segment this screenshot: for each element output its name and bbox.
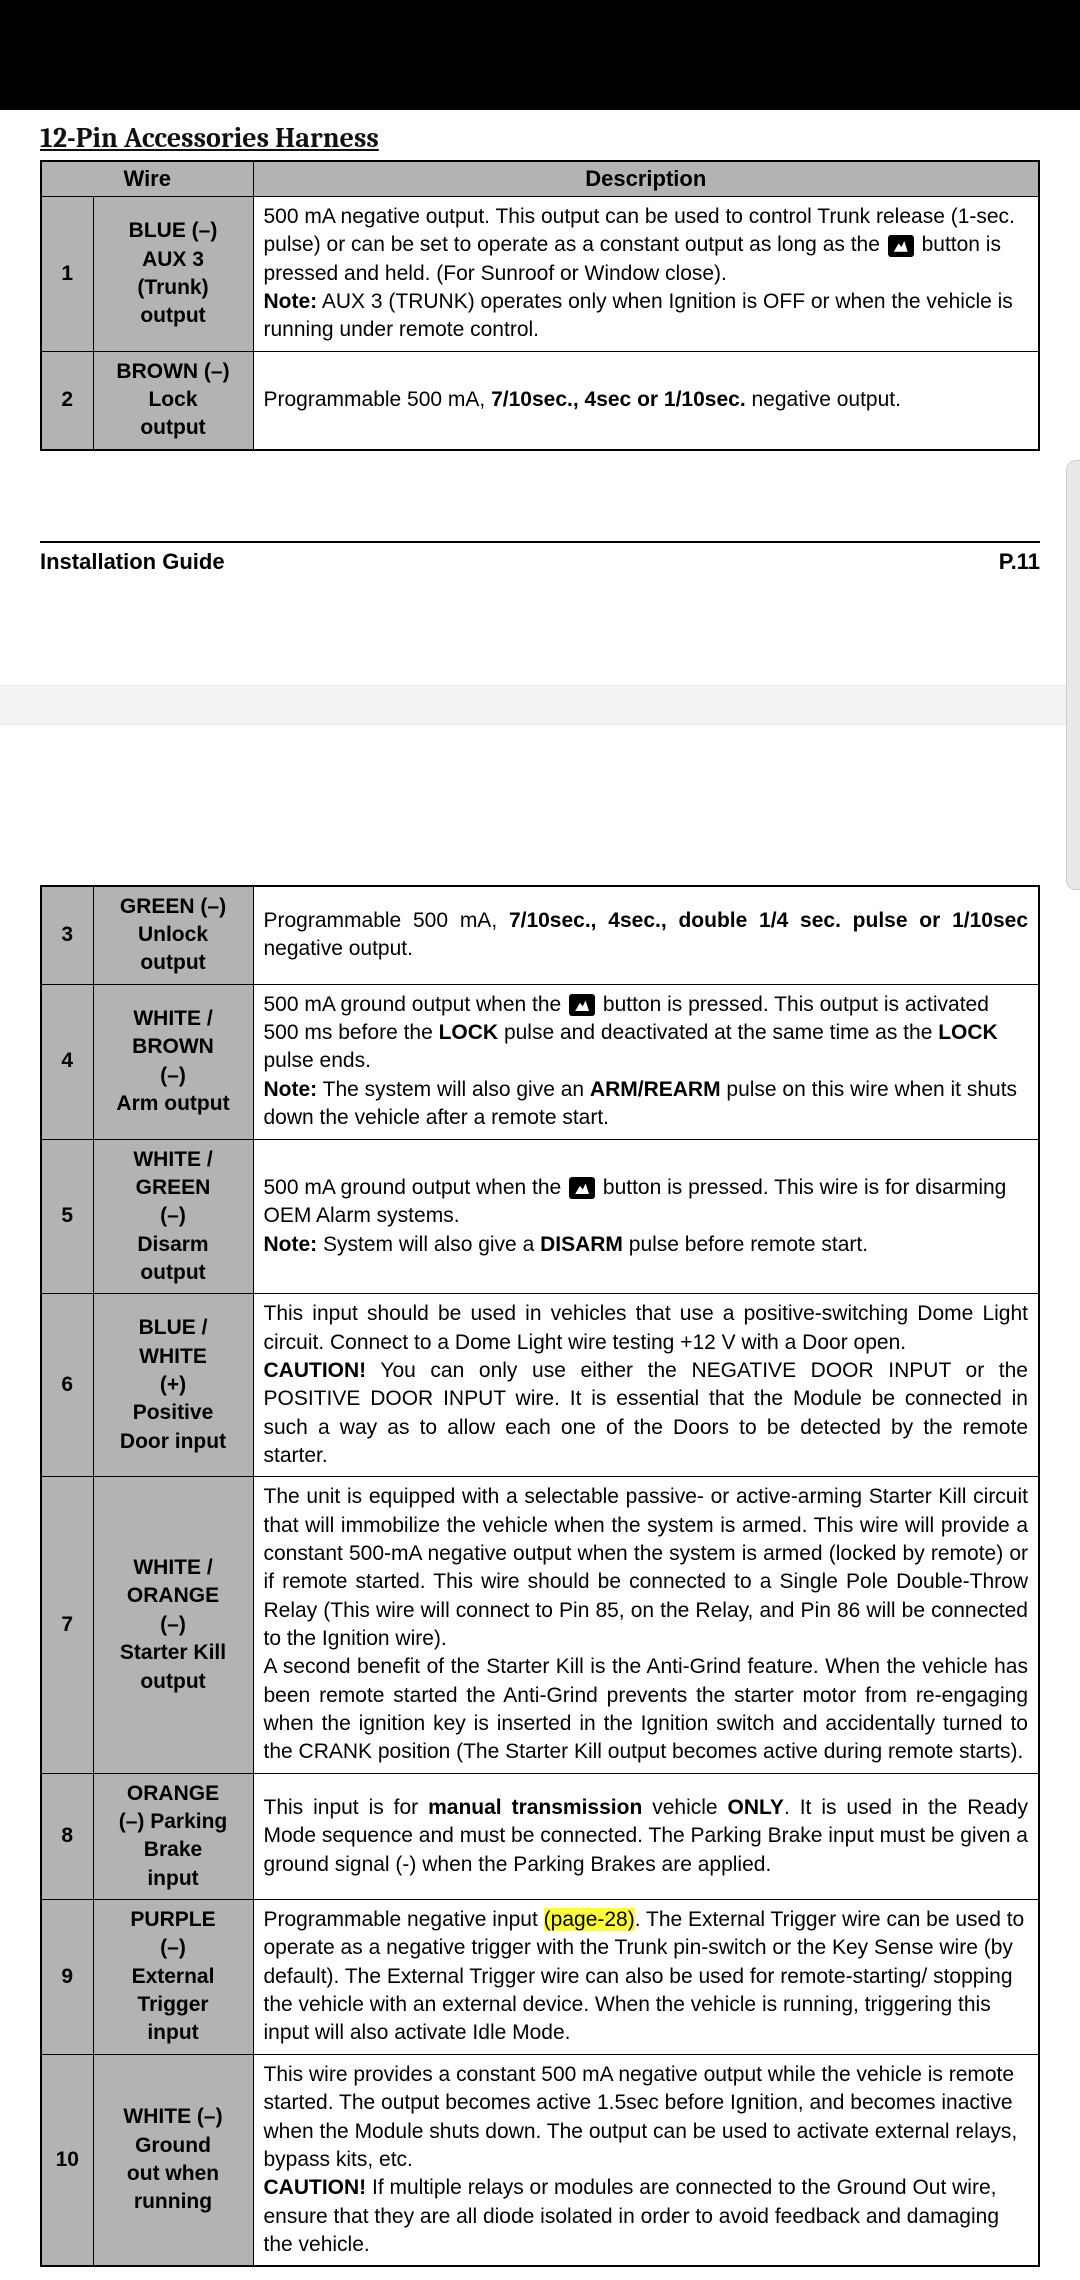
pin-number: 7 (41, 1477, 93, 1773)
pin-number: 2 (41, 351, 93, 450)
caution-text: If multiple relays or modules are connec… (264, 2176, 1000, 2256)
pin-number: 6 (41, 1294, 93, 1477)
wire-label: BLUE / WHITE (+) Positive Door input (93, 1294, 253, 1477)
wire-label: BROWN (–) Lock output (93, 351, 253, 450)
caution-label: CAUTION! (264, 2176, 367, 2199)
table-row: 5 WHITE / GREEN (–) Disarm output 500 mA… (41, 1139, 1039, 1294)
desc-bold: 7/10sec., 4sec or 1/10sec. (491, 388, 746, 411)
harness-table-bottom: 3 GREEN (–) Unlock output Programmable 5… (40, 885, 1040, 2267)
desc-text: The unit is equipped with a selectable p… (264, 1485, 1029, 1650)
section-title: 12-Pin Accessories Harness (40, 122, 1040, 154)
wire-description: This input should be used in vehicles th… (253, 1294, 1039, 1477)
table-row: 2 BROWN (–) Lock output Programmable 500… (41, 351, 1039, 450)
note-label: Note: (264, 1078, 318, 1101)
desc-text: Programmable 500 mA, (264, 909, 509, 932)
header-wire: Wire (41, 161, 253, 197)
desc-bold: 7/10sec., 4sec., double 1/4 sec. pulse o… (509, 909, 1028, 932)
table-row: 6 BLUE / WHITE (+) Positive Door input T… (41, 1294, 1039, 1477)
note-text: System will also give a (317, 1233, 540, 1256)
desc-text: 500 mA ground output when the (264, 993, 568, 1016)
wire-label: ORANGE (–) Parking Brake input (93, 1773, 253, 1899)
wire-description: 500 mA ground output when the button is … (253, 984, 1039, 1139)
table-row: 3 GREEN (–) Unlock output Programmable 5… (41, 886, 1039, 985)
pin-number: 3 (41, 886, 93, 985)
page-edge-tab[interactable] (1066, 460, 1080, 890)
table-header-row: Wire Description (41, 161, 1039, 197)
wire-label: PURPLE (–) External Trigger input (93, 1900, 253, 2055)
pin-number: 4 (41, 984, 93, 1139)
page-11-top: 12-Pin Accessories Harness Wire Descript… (0, 110, 1080, 461)
header-description: Description (253, 161, 1039, 197)
desc-bold: LOCK (439, 1021, 499, 1044)
table-row: 1 BLUE (–) AUX 3 (Trunk) output 500 mA n… (41, 197, 1039, 352)
page-divider-band (0, 685, 1080, 725)
desc-text: This input is for (264, 1796, 429, 1819)
desc-bold: manual transmission (428, 1796, 642, 1819)
remote-button-icon (569, 994, 595, 1016)
wire-description: The unit is equipped with a selectable p… (253, 1477, 1039, 1773)
harness-table-top: Wire Description 1 BLUE (–) AUX 3 (Trunk… (40, 160, 1040, 451)
page-footer: Installation Guide P.11 (40, 541, 1040, 575)
pin-number: 5 (41, 1139, 93, 1294)
pin-number: 10 (41, 2054, 93, 2266)
pin-number: 9 (41, 1900, 93, 2055)
pin-number: 1 (41, 197, 93, 352)
desc-text: pulse and deactivated at the same time a… (498, 1021, 938, 1044)
page-gap (0, 725, 1080, 885)
remote-button-icon (569, 1177, 595, 1199)
wire-description: Programmable negative input (page-28). T… (253, 1900, 1039, 2055)
desc-bold: ONLY (728, 1796, 784, 1819)
caution-label: CAUTION! (264, 1359, 367, 1382)
desc-text: This wire provides a constant 500 mA neg… (264, 2063, 1018, 2171)
remote-button-icon (888, 235, 914, 257)
footer-right: P.11 (999, 549, 1040, 575)
wire-description: Programmable 500 mA, 7/10sec., 4sec or 1… (253, 351, 1039, 450)
wire-label: WHITE / ORANGE (–) Starter Kill output (93, 1477, 253, 1773)
desc-text: vehicle (642, 1796, 727, 1819)
desc-bold: LOCK (938, 1021, 998, 1044)
table-row: 7 WHITE / ORANGE (–) Starter Kill output… (41, 1477, 1039, 1773)
device-status-bar (0, 0, 1080, 110)
desc-text: Programmable negative input (264, 1908, 544, 1931)
wire-label: WHITE / BROWN (–) Arm output (93, 984, 253, 1139)
wire-label: WHITE (–) Ground out when running (93, 2054, 253, 2266)
wire-label: BLUE (–) AUX 3 (Trunk) output (93, 197, 253, 352)
desc-text: A second benefit of the Starter Kill is … (264, 1655, 1029, 1763)
caution-text: You can only use either the NEGATIVE DOO… (264, 1359, 1029, 1467)
note-text: The system will also give an (317, 1078, 590, 1101)
note-label: Note: (264, 290, 318, 313)
table-row: 8 ORANGE (–) Parking Brake input This in… (41, 1773, 1039, 1899)
desc-text: Programmable 500 mA, (264, 388, 492, 411)
desc-text: This input should be used in vehicles th… (264, 1302, 1029, 1353)
desc-text: negative output. (746, 388, 901, 411)
desc-text: pulse ends. (264, 1049, 371, 1072)
wire-description: 500 mA ground output when the button is … (253, 1139, 1039, 1294)
table-row: 10 WHITE (–) Ground out when running Thi… (41, 2054, 1039, 2266)
wire-description: This input is for manual transmission ve… (253, 1773, 1039, 1899)
note-text: AUX 3 (TRUNK) operates only when Ignitio… (264, 290, 1013, 341)
wire-description: Programmable 500 mA, 7/10sec., 4sec., do… (253, 886, 1039, 985)
highlighted-text: (page-28) (544, 1908, 635, 1931)
wire-description: 500 mA negative output. This output can … (253, 197, 1039, 352)
table-row: 9 PURPLE (–) External Trigger input Prog… (41, 1900, 1039, 2055)
note-label: Note: (264, 1233, 318, 1256)
footer-left: Installation Guide (40, 549, 225, 575)
note-text: pulse before remote start. (623, 1233, 868, 1256)
pin-number: 8 (41, 1773, 93, 1899)
desc-text: 500 mA ground output when the (264, 1176, 568, 1199)
wire-label: GREEN (–) Unlock output (93, 886, 253, 985)
desc-bold: ARM/REARM (590, 1078, 721, 1101)
wire-label: WHITE / GREEN (–) Disarm output (93, 1139, 253, 1294)
table-row: 4 WHITE / BROWN (–) Arm output 500 mA gr… (41, 984, 1039, 1139)
desc-bold: DISARM (540, 1233, 623, 1256)
desc-text: negative output. (264, 937, 413, 960)
wire-description: This wire provides a constant 500 mA neg… (253, 2054, 1039, 2266)
page-12-table: 3 GREEN (–) Unlock output Programmable 5… (0, 885, 1080, 2277)
